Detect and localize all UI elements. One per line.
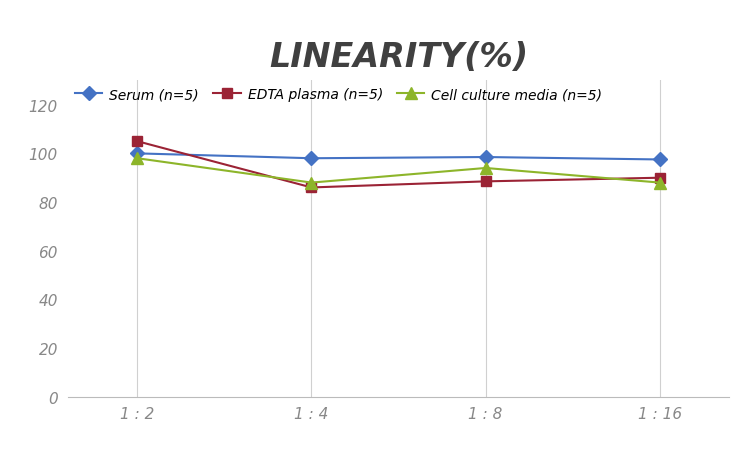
Cell culture media (n=5) xyxy=(655,180,664,186)
EDTA plasma (n=5) xyxy=(307,185,316,191)
Serum (n=5) xyxy=(655,157,664,163)
EDTA plasma (n=5) xyxy=(655,175,664,181)
EDTA plasma (n=5) xyxy=(133,139,142,145)
Cell culture media (n=5) xyxy=(133,156,142,161)
Line: Cell culture media (n=5): Cell culture media (n=5) xyxy=(132,153,666,189)
Legend: Serum (n=5), EDTA plasma (n=5), Cell culture media (n=5): Serum (n=5), EDTA plasma (n=5), Cell cul… xyxy=(74,88,602,102)
Line: Serum (n=5): Serum (n=5) xyxy=(132,149,665,165)
Title: LINEARITY(%): LINEARITY(%) xyxy=(269,41,528,74)
Cell culture media (n=5) xyxy=(307,180,316,186)
EDTA plasma (n=5) xyxy=(481,179,490,184)
Serum (n=5) xyxy=(307,156,316,161)
Cell culture media (n=5) xyxy=(481,166,490,171)
Serum (n=5) xyxy=(481,155,490,161)
Serum (n=5) xyxy=(133,152,142,157)
Line: EDTA plasma (n=5): EDTA plasma (n=5) xyxy=(132,137,665,193)
